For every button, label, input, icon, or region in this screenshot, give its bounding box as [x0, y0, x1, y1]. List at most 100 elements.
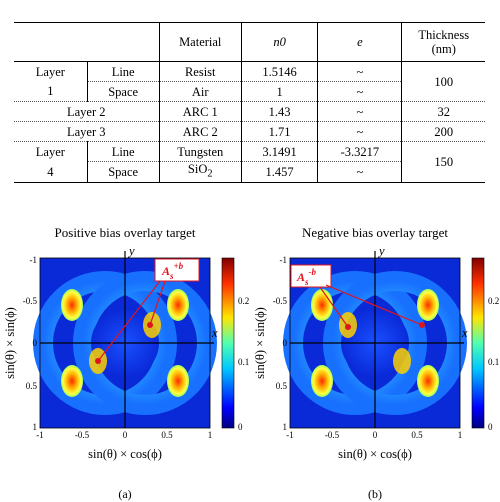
colorbar-tick: 0	[238, 422, 243, 432]
hotspot-ll	[311, 365, 333, 397]
layer2-material: ARC 1	[158, 101, 242, 122]
y-tick: 1	[33, 422, 38, 432]
x-tick: -1	[286, 430, 294, 440]
material-table: Material n0 e Thickness (nm) Layer Line …	[14, 22, 485, 183]
callout-pointer-2	[97, 280, 161, 362]
layer4-thickness: 150	[401, 141, 485, 183]
callout-dot-1	[147, 322, 153, 328]
callout-sub: s	[169, 271, 174, 281]
table-row: Layer 3 ARC 2 1.71 ~ 200	[14, 121, 485, 142]
x-tick: 1	[458, 430, 463, 440]
colorbar-tick: 0.2	[238, 296, 249, 306]
y-axis-label: sin(θ) × sin(ϕ)	[3, 307, 17, 379]
layer3-thickness: 200	[401, 121, 485, 142]
y-tick: -1	[280, 255, 288, 265]
table-header-row: Material n0 e Thickness (nm)	[14, 22, 485, 62]
header-thickness-line1: Thickness	[418, 28, 470, 42]
layer1-line-e: ~	[317, 61, 402, 82]
figure-b-caption: (b)	[368, 487, 382, 501]
layer1-space-material: Air	[158, 81, 242, 102]
layer1-label-b: 1	[14, 81, 88, 102]
y-tick: 0.5	[276, 381, 288, 391]
layer1-thickness: 100	[401, 61, 485, 102]
x-tick: 0	[373, 430, 378, 440]
x-axis-letter: x	[461, 326, 468, 340]
callout-box	[290, 264, 332, 288]
plot-frame	[289, 257, 461, 429]
x-tick: -0.5	[325, 430, 340, 440]
figure-a-title: Positive bias overlay target	[54, 225, 196, 240]
colorbar	[472, 258, 484, 428]
figure-a-plot: x y -1 -0.5 0 0.5 1 -1 -0.5 0 0.5 1 sin(…	[3, 244, 249, 461]
layer2-n0: 1.43	[240, 101, 318, 122]
callout-main: A	[161, 264, 170, 278]
callout-sup: -b	[309, 267, 317, 277]
callout-pointer-1	[149, 280, 166, 326]
plot-frame	[39, 257, 211, 429]
colorbar-tick: 0.1	[238, 357, 249, 367]
hotspot-ul	[311, 289, 333, 321]
table-row: 1 Space Air 1 ~	[14, 81, 485, 102]
y-axis-letter: y	[377, 244, 385, 258]
hotspot-ur	[167, 289, 189, 321]
layer4-space-material-text: SiO	[187, 162, 208, 176]
header-empty-2	[87, 22, 160, 62]
hotspot-ll	[61, 365, 83, 397]
layer4-space-material: SiO2	[158, 161, 242, 183]
layer4-line-material: Tungsten	[158, 141, 242, 162]
layer4-line-n0: 3.1491	[240, 141, 318, 162]
callout-label: As-b	[296, 267, 317, 287]
y-tick: 0	[283, 338, 288, 348]
colorbar-frame	[221, 257, 235, 429]
callout-box	[154, 258, 200, 282]
layer4-space-n0: 1.457	[240, 161, 318, 183]
hotspot-ul	[61, 289, 83, 321]
callout-pointer-2	[325, 284, 423, 326]
callout-main: A	[296, 270, 305, 284]
callout-dot-2	[419, 322, 425, 328]
x-tick: 0.5	[161, 430, 173, 440]
y-tick: -0.5	[23, 296, 38, 306]
callout-label: As+b	[161, 261, 184, 281]
colorbar-tick: 0.2	[488, 296, 499, 306]
y-tick: -0.5	[273, 296, 288, 306]
layer4-space: Space	[86, 161, 160, 183]
table-row: Layer Line Tungsten 3.1491 -3.3217 150	[14, 141, 485, 183]
header-n0: n0	[240, 22, 318, 62]
x-tick: -0.5	[75, 430, 90, 440]
layer4-space-material-sub: 2	[207, 168, 213, 180]
layer2-thickness: 32	[401, 101, 485, 122]
y-tick: 0	[33, 338, 38, 348]
y-axis-letter: y	[127, 244, 135, 258]
layer1-space-n0: 1	[240, 81, 318, 102]
layer3-n0: 1.71	[240, 121, 318, 142]
header-n0-text: n0	[273, 35, 286, 49]
layer1-space-e: ~	[317, 81, 402, 102]
hotspot-lr	[417, 365, 439, 397]
hotspot-inner-r	[393, 348, 411, 374]
colorbar-frame	[471, 257, 485, 429]
x-tick: 0.5	[411, 430, 423, 440]
y-tick: -1	[30, 255, 38, 265]
callout-sup: +b	[174, 261, 184, 271]
layer4-line-e: -3.3217	[317, 141, 402, 162]
x-axis-label: sin(θ) × cos(ϕ)	[88, 447, 162, 461]
layer4-label-a: Layer	[35, 144, 65, 159]
x-tick: 1	[208, 430, 213, 440]
figure-b: Negative bias overlay target x y -1 -0.5…	[250, 225, 500, 501]
colorbar-tick: 0	[488, 422, 493, 432]
table-row: Layer Line Resist 1.5146 ~ 100	[14, 61, 485, 102]
y-tick: 1	[283, 422, 288, 432]
callout-dot-1	[345, 324, 351, 330]
layer1-line-material: Resist	[158, 61, 242, 82]
layer1-line-n0: 1.5146	[240, 61, 318, 82]
header-thickness-line2: (nm)	[431, 42, 456, 56]
header-e: e	[317, 22, 402, 62]
hotspot-lr	[167, 365, 189, 397]
layer1-label-a: Layer	[35, 64, 65, 79]
figure-b-plot: x y -1 -0.5 0 0.5 1 -1 -0.5 0 0.5 1 sin(…	[253, 244, 499, 461]
table-row: 4 Space SiO2 1.457 ~	[14, 161, 485, 183]
layer1-line: Line	[86, 61, 160, 82]
callout-dot-2	[95, 358, 101, 364]
x-axis-label: sin(θ) × cos(ϕ)	[338, 447, 412, 461]
